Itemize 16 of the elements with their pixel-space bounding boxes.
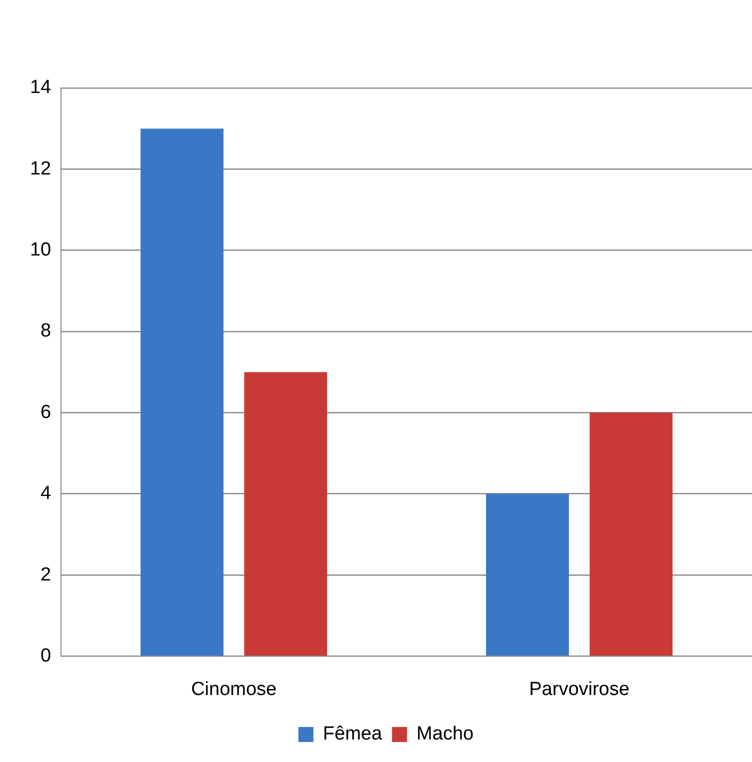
y-tick-label: 8 [40,320,52,342]
y-tick-label: 4 [40,483,52,504]
bar [590,412,673,656]
x-tick-label: Cinomose [191,678,277,700]
y-tick-label: 0 [40,645,52,666]
y-tick-label: 6 [40,402,52,423]
y-tick-label: 14 [30,77,52,98]
legend-label: Macho [416,724,474,745]
bar [244,372,328,656]
bar [140,128,224,656]
y-tick-label: 12 [30,158,52,180]
x-tick-label: Parvovirose [529,678,630,700]
y-tick-label: 10 [30,240,52,261]
y-tick-label: 2 [40,564,52,586]
legend-label: Fêmea [322,724,382,745]
bar [486,494,569,656]
